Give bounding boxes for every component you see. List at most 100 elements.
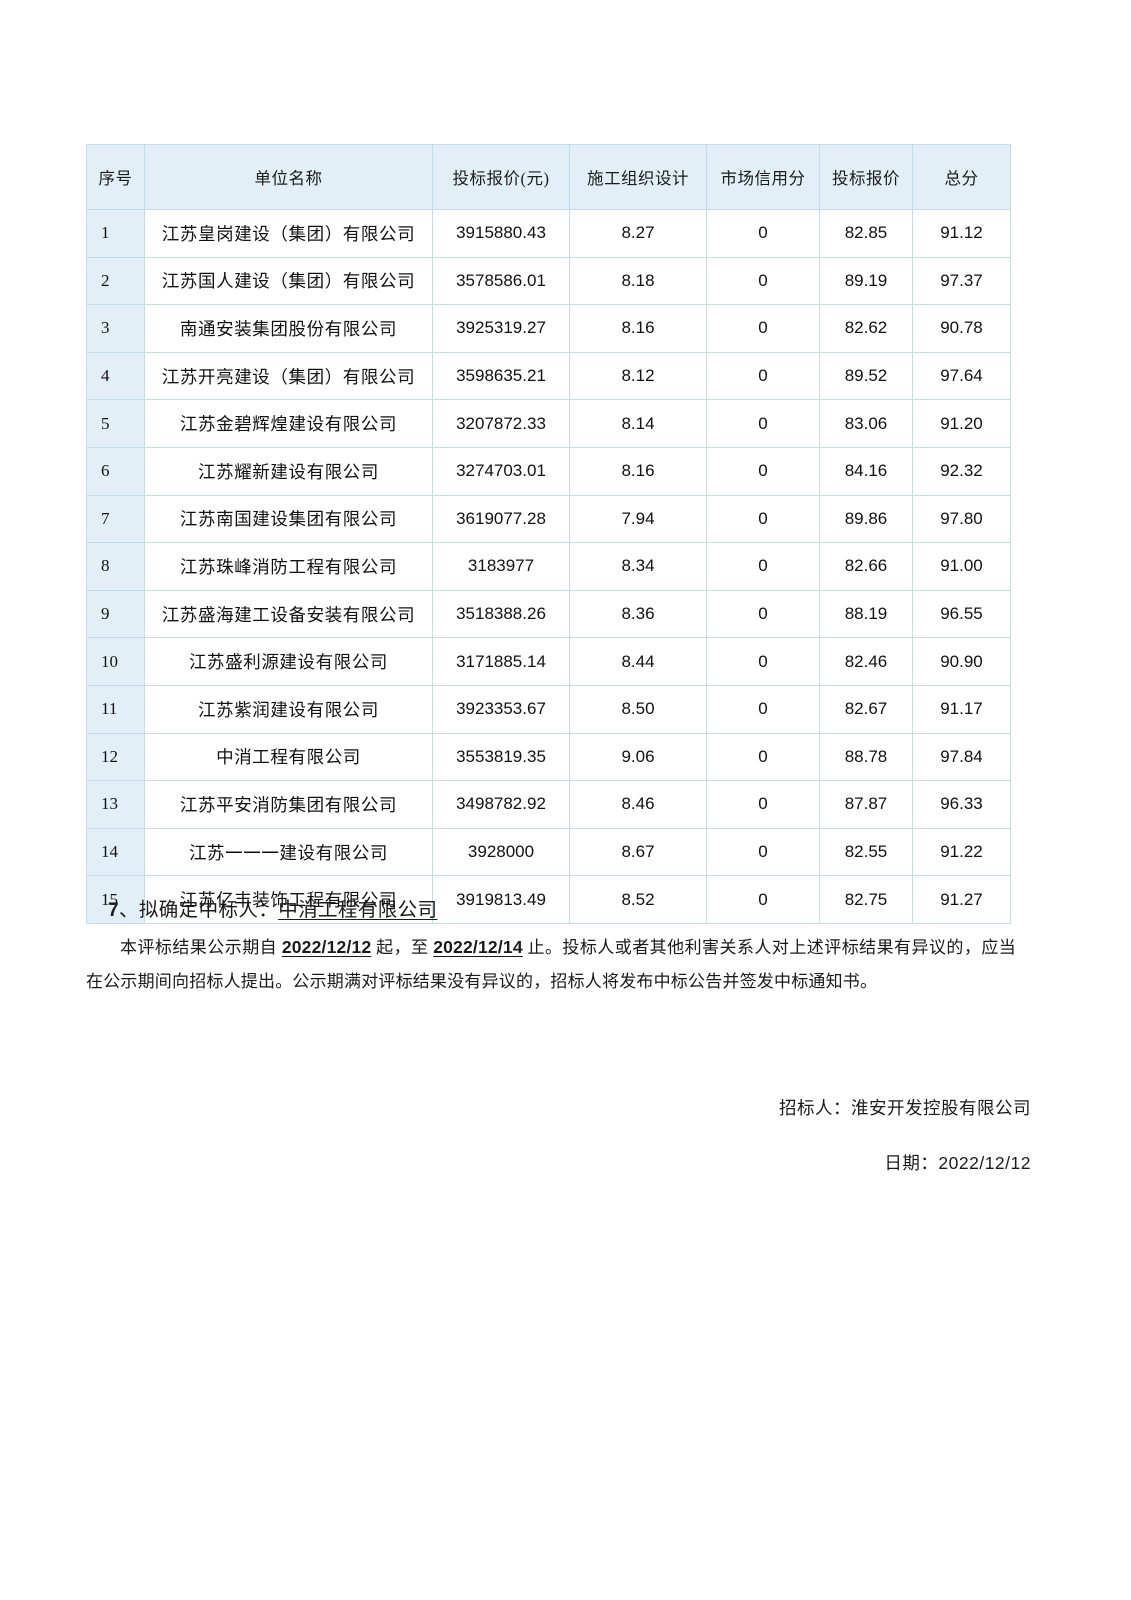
cell-company-name: 江苏耀新建设有限公司: [144, 446, 433, 496]
cell-company-name: 江苏一一一建设有限公司: [144, 827, 433, 877]
table-row: 7 江苏南国建设集团有限公司 3619077.28 7.94 0 89.86 97.80: [86, 494, 1011, 544]
cell-market-credit-score: 0: [706, 780, 820, 829]
table-row: 15 江苏亿丰装饰工程有限公司 3919813.49 8.52 0 82.75 91.27: [86, 875, 1011, 924]
cell-construction-design-score: 8.14: [569, 399, 707, 448]
date-line: 日期：2022/12/12: [779, 1150, 1031, 1175]
cell-bid-price: 3171885.14: [432, 637, 570, 686]
cell-construction-design-score: 8.44: [569, 637, 707, 686]
cell-market-credit-score: 0: [706, 875, 820, 924]
bid-evaluation-table: 序号 单位名称 投标报价(元) 施工组织设计 市场信用分 投标报价 总分 1 江苏…: [86, 144, 1011, 924]
cell-market-credit-score: 0: [706, 589, 820, 639]
column-header-total: 总分: [912, 144, 1011, 210]
cell-seq: 7: [86, 494, 145, 544]
signature-block: 招标人：淮安开发控股有限公司 日期：2022/12/12: [779, 1095, 1031, 1175]
cell-company-name: 中消工程有限公司: [144, 732, 433, 782]
cell-construction-design-score: 7.94: [569, 494, 707, 544]
table-row: 8 江苏珠峰消防工程有限公司 3183977 8.34 0 82.66 91.00: [86, 542, 1011, 591]
table-row: 11 江苏紫润建设有限公司 3923353.67 8.50 0 82.67 91.17: [86, 684, 1011, 734]
cell-bid-price: 3518388.26: [432, 589, 570, 639]
cell-company-name: 江苏开亮建设（集团）有限公司: [144, 351, 433, 401]
cell-bid-quote-score: 82.66: [819, 542, 913, 591]
cell-seq: 3: [86, 304, 145, 353]
cell-total-score: 96.55: [912, 589, 1011, 639]
cell-market-credit-score: 0: [706, 209, 820, 258]
column-header-credit: 市场信用分: [706, 144, 820, 210]
cell-construction-design-score: 8.52: [569, 875, 707, 924]
cell-company-name: 江苏南国建设集团有限公司: [144, 494, 433, 544]
cell-bid-quote-score: 87.87: [819, 780, 913, 829]
cell-bid-price: 3274703.01: [432, 446, 570, 496]
cell-seq: 1: [86, 209, 145, 258]
cell-bid-price: 3553819.35: [432, 732, 570, 782]
notice-text-part3: 止。投标人或者其他利害关系人对上述评标结果有异议的，应当在公示期间向招标人提出。…: [86, 938, 1016, 991]
cell-construction-design-score: 8.27: [569, 209, 707, 258]
column-header-price: 投标报价(元): [432, 144, 570, 210]
cell-seq: 14: [86, 827, 145, 877]
cell-total-score: 91.27: [912, 875, 1011, 924]
cell-construction-design-score: 8.12: [569, 351, 707, 401]
cell-seq: 15: [86, 875, 145, 924]
cell-company-name: 南通安装集团股份有限公司: [144, 304, 433, 353]
cell-company-name: 江苏盛海建工设备安装有限公司: [144, 589, 433, 639]
section-label: 拟确定中标人：: [138, 900, 279, 921]
cell-total-score: 91.00: [912, 542, 1011, 591]
cell-seq: 10: [86, 637, 145, 686]
cell-market-credit-score: 0: [706, 827, 820, 877]
cell-bid-quote-score: 82.75: [819, 875, 913, 924]
bid-evaluation-table-container: 序号 单位名称 投标报价(元) 施工组织设计 市场信用分 投标报价 总分 1 江苏…: [86, 144, 1011, 924]
cell-construction-design-score: 8.50: [569, 684, 707, 734]
cell-total-score: 97.84: [912, 732, 1011, 782]
cell-construction-design-score: 9.06: [569, 732, 707, 782]
table-body: 1 江苏皇岗建设（集团）有限公司 3915880.43 8.27 0 82.85 91.12…: [86, 209, 1011, 924]
column-header-seq: 序号: [86, 144, 145, 210]
cell-market-credit-score: 0: [706, 732, 820, 782]
cell-construction-design-score: 8.16: [569, 446, 707, 496]
cell-construction-design-score: 8.46: [569, 780, 707, 829]
notice-text-part2: 起，至: [371, 938, 434, 957]
cell-company-name: 江苏紫润建设有限公司: [144, 684, 433, 734]
cell-market-credit-score: 0: [706, 446, 820, 496]
cell-company-name: 江苏珠峰消防工程有限公司: [144, 542, 433, 591]
table-row: 1 江苏皇岗建设（集团）有限公司 3915880.43 8.27 0 82.85 91.12: [86, 209, 1011, 258]
cell-bid-quote-score: 88.78: [819, 732, 913, 782]
cell-company-name: 江苏金碧辉煌建设有限公司: [144, 399, 433, 448]
table-row: 5 江苏金碧辉煌建设有限公司 3207872.33 8.14 0 83.06 91.20: [86, 399, 1011, 448]
cell-bid-price: 3598635.21: [432, 351, 570, 401]
winner-section-heading: 7、拟确定中标人：中消工程有限公司: [108, 893, 437, 922]
column-header-quote: 投标报价: [819, 144, 913, 210]
table-row: 9 江苏盛海建工设备安装有限公司 3518388.26 8.36 0 88.19 96.55: [86, 589, 1011, 639]
cell-seq: 2: [86, 256, 145, 306]
winner-company-name: 中消工程有限公司: [278, 900, 438, 921]
tenderer-label: 招标人：: [779, 1098, 851, 1118]
cell-bid-quote-score: 82.62: [819, 304, 913, 353]
cell-construction-design-score: 8.34: [569, 542, 707, 591]
cell-bid-quote-score: 82.85: [819, 209, 913, 258]
cell-total-score: 91.12: [912, 209, 1011, 258]
cell-total-score: 90.90: [912, 637, 1011, 686]
cell-bid-price: 3578586.01: [432, 256, 570, 306]
column-header-design: 施工组织设计: [569, 144, 707, 210]
cell-bid-quote-score: 82.55: [819, 827, 913, 877]
cell-bid-quote-score: 89.86: [819, 494, 913, 544]
cell-company-name: 江苏平安消防集团有限公司: [144, 780, 433, 829]
table-header: 序号 单位名称 投标报价(元) 施工组织设计 市场信用分 投标报价 总分: [86, 144, 1011, 210]
table-row: 2 江苏国人建设（集团）有限公司 3578586.01 8.18 0 89.19 97.37: [86, 256, 1011, 306]
cell-seq: 5: [86, 399, 145, 448]
cell-market-credit-score: 0: [706, 304, 820, 353]
section-number: 7: [108, 900, 119, 921]
cell-seq: 8: [86, 542, 145, 591]
cell-bid-quote-score: 83.06: [819, 399, 913, 448]
cell-seq: 6: [86, 446, 145, 496]
cell-bid-price: 3207872.33: [432, 399, 570, 448]
table-header-row: 序号 单位名称 投标报价(元) 施工组织设计 市场信用分 投标报价 总分: [86, 144, 1011, 210]
cell-bid-price: 3498782.92: [432, 780, 570, 829]
cell-seq: 12: [86, 732, 145, 782]
cell-total-score: 96.33: [912, 780, 1011, 829]
cell-seq: 4: [86, 351, 145, 401]
cell-seq: 13: [86, 780, 145, 829]
cell-company-name: 江苏盛利源建设有限公司: [144, 637, 433, 686]
cell-market-credit-score: 0: [706, 542, 820, 591]
notice-start-date: 2022/12/12: [281, 937, 372, 957]
table-row: 6 江苏耀新建设有限公司 3274703.01 8.16 0 84.16 92.32: [86, 446, 1011, 496]
